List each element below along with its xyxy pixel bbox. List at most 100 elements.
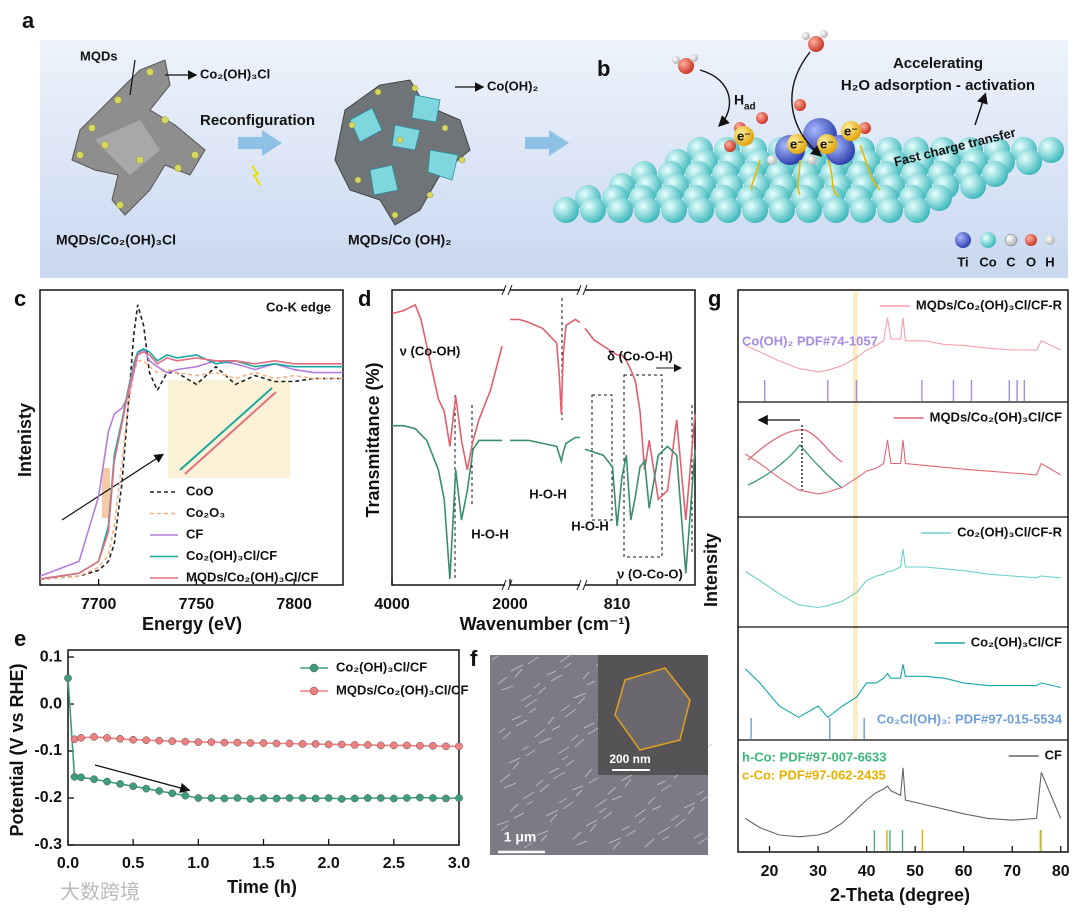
- y-tick-label: -0.3: [34, 836, 62, 853]
- break-mark: [582, 284, 588, 296]
- data-line: [510, 318, 581, 414]
- data-point: [116, 734, 124, 743]
- product-structure: [334, 79, 471, 226]
- break-mark: [507, 284, 513, 296]
- data-point: [429, 742, 437, 750]
- data-point: [324, 740, 333, 749]
- data-point: [337, 740, 346, 749]
- atom: [982, 161, 1008, 187]
- legend-marker: [309, 663, 319, 673]
- panel-label: c: [14, 286, 26, 311]
- data-point: [442, 794, 450, 803]
- data-point: [337, 795, 346, 803]
- data-point: [285, 794, 294, 802]
- data-point: [455, 794, 463, 802]
- panel-label: f: [470, 646, 478, 671]
- data-point: [207, 738, 216, 746]
- electron-label: e⁻: [737, 128, 751, 143]
- sem-image: [490, 653, 713, 855]
- annotation: Co-K edge: [266, 299, 331, 314]
- atom: [580, 197, 606, 223]
- label: Co₂(OH)₃Cl: [200, 66, 270, 81]
- data-point: [220, 738, 229, 747]
- x-axis-label: Energy (eV): [142, 614, 242, 634]
- data-line: [745, 317, 1061, 373]
- data-point: [207, 794, 216, 802]
- label: ad: [744, 102, 756, 113]
- legend-label: CoO: [186, 483, 213, 498]
- data-line: [39, 360, 343, 580]
- data-point: [129, 735, 138, 744]
- y-tick-label: 0.0: [40, 695, 62, 712]
- axis-break: [580, 286, 585, 294]
- x-tick-label: 30: [809, 863, 827, 880]
- x-tick-label: 1.5: [252, 855, 274, 872]
- atom: [1016, 149, 1042, 175]
- data-point: [194, 738, 203, 746]
- data-point: [90, 733, 98, 741]
- data-point: [350, 794, 359, 803]
- data-point: [311, 794, 320, 803]
- data-point: [259, 794, 268, 802]
- data-point: [168, 789, 177, 798]
- data-point: [77, 734, 85, 742]
- reference-label: h-Co: PDF#97-007-6633: [742, 749, 887, 764]
- data-point: [129, 782, 138, 791]
- axis-break: [505, 581, 510, 589]
- legend-marker: [309, 686, 319, 696]
- highlight: [102, 468, 110, 518]
- data-point: [363, 794, 372, 802]
- atom: [634, 197, 660, 223]
- annotation: ν (O-Co-O): [617, 566, 683, 581]
- data-point: [442, 742, 450, 751]
- x-tick-label: 0.0: [57, 855, 79, 872]
- x-tick-label: 20: [761, 863, 779, 880]
- annotation: ν (Co-OH): [400, 343, 461, 358]
- electron-label: e⁻: [790, 136, 804, 151]
- break-mark: [576, 284, 582, 296]
- x-tick-label: 80: [1052, 863, 1070, 880]
- atom-label: H: [1045, 254, 1054, 269]
- break-mark: [501, 579, 507, 591]
- data-point: [233, 794, 242, 802]
- panel-label: b: [597, 56, 610, 81]
- data-point: [376, 741, 385, 750]
- label: Co(OH)₂: [487, 78, 538, 93]
- data-point: [142, 736, 151, 745]
- reference-label: c-Co: PDF#97-062-2435: [742, 767, 886, 782]
- label: H: [734, 92, 744, 108]
- data-line: [745, 767, 1062, 838]
- atom: [553, 197, 579, 223]
- data-point: [403, 794, 411, 802]
- reference-label: Co₂Cl(OH)₃: PDF#97-015-5534: [877, 711, 1063, 726]
- x-tick-label: 1.0: [187, 855, 209, 872]
- y-tick-label: 0.1: [40, 648, 62, 665]
- plot-frame: [67, 649, 460, 846]
- data-point: [298, 794, 307, 802]
- data-point: [116, 780, 124, 788]
- x-axis-label: 2-Theta (degree): [830, 885, 970, 905]
- data-point: [298, 740, 307, 748]
- legend-label: Co₂O₃: [186, 505, 225, 520]
- legend-label: MQDs/Co₂(OH)₃Cl/CF: [186, 569, 318, 584]
- scale-label: 1 μm: [504, 829, 537, 845]
- data-line: [510, 436, 580, 465]
- panel-label: d: [358, 286, 371, 311]
- x-tick-label: 50: [906, 863, 924, 880]
- precursor-structure: [71, 59, 206, 216]
- plot-frame: [737, 289, 1069, 853]
- arrow: [525, 130, 569, 156]
- x-tick-label: 7800: [276, 596, 312, 613]
- atom: [877, 197, 903, 223]
- energy-icon: [251, 165, 261, 186]
- data-line: [745, 548, 1061, 609]
- plot-frame: [391, 289, 696, 586]
- data-point: [416, 793, 424, 802]
- y-axis-label: Transmittance (%): [363, 362, 383, 517]
- annotation: δ (Co-O-H): [607, 348, 673, 363]
- x-tick-label: 0.5: [122, 855, 144, 872]
- atom: [742, 197, 768, 223]
- caption: MQDs/Co₂(OH)₃Cl: [56, 232, 176, 248]
- atom-legend: [955, 232, 1055, 248]
- data-line: [584, 445, 696, 574]
